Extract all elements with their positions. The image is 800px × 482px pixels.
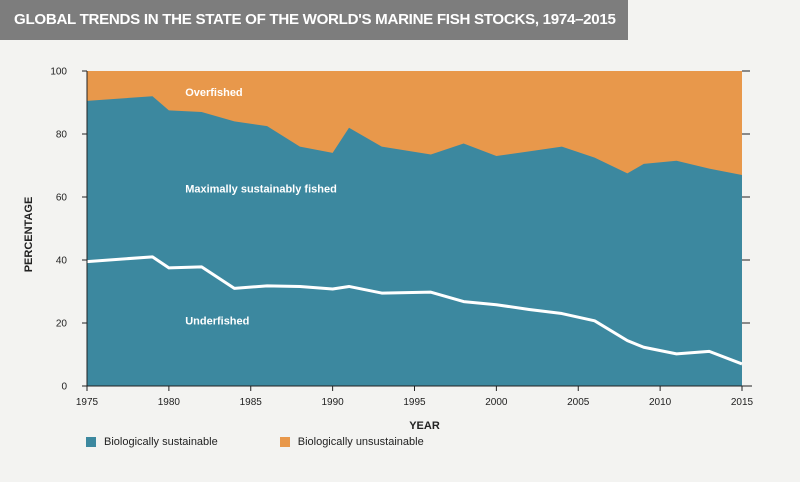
x-tick-label: 2000 [485,397,508,408]
legend-swatch-sustainable [86,437,96,447]
legend-label-unsustainable: Biologically unsustainable [297,436,424,448]
annotation-label: Underfished [185,316,249,328]
x-tick-label: 1990 [322,397,345,408]
legend-item-sustainable: Biologically sustainable [86,436,218,448]
x-tick-label: 2005 [567,397,590,408]
y-tick-label: 60 [56,193,68,204]
x-tick-label: 1975 [76,397,99,408]
x-tick-label: 1995 [403,397,426,408]
legend-item-unsustainable: Biologically unsustainable [279,436,424,448]
y-tick-label: 100 [50,67,67,78]
x-tick-label: 1980 [158,397,181,408]
legend-swatch-unsustainable [279,437,290,447]
legend: Biologically sustainable Biologically un… [86,436,486,448]
x-tick-label: 2010 [649,397,672,408]
x-tick-label: 2015 [731,397,754,408]
annotation-label: Overfished [185,87,242,99]
x-axis-title: YEAR [409,420,440,432]
annotation-label: Maximally sustainably fished [185,183,337,195]
y-tick-label: 20 [56,319,68,330]
chart-title: GLOBAL TRENDS IN THE STATE OF THE WORLD'… [0,0,628,40]
y-axis-title: PERCENTAGE [23,197,35,273]
legend-label-sustainable: Biologically sustainable [104,436,218,448]
y-tick-label: 0 [61,382,67,393]
area-sustainable [87,96,742,386]
underfished-line [86,255,743,366]
y-tick-label: 40 [56,256,68,267]
y-tick-label: 80 [56,130,68,141]
x-tick-label: 1985 [240,397,263,408]
